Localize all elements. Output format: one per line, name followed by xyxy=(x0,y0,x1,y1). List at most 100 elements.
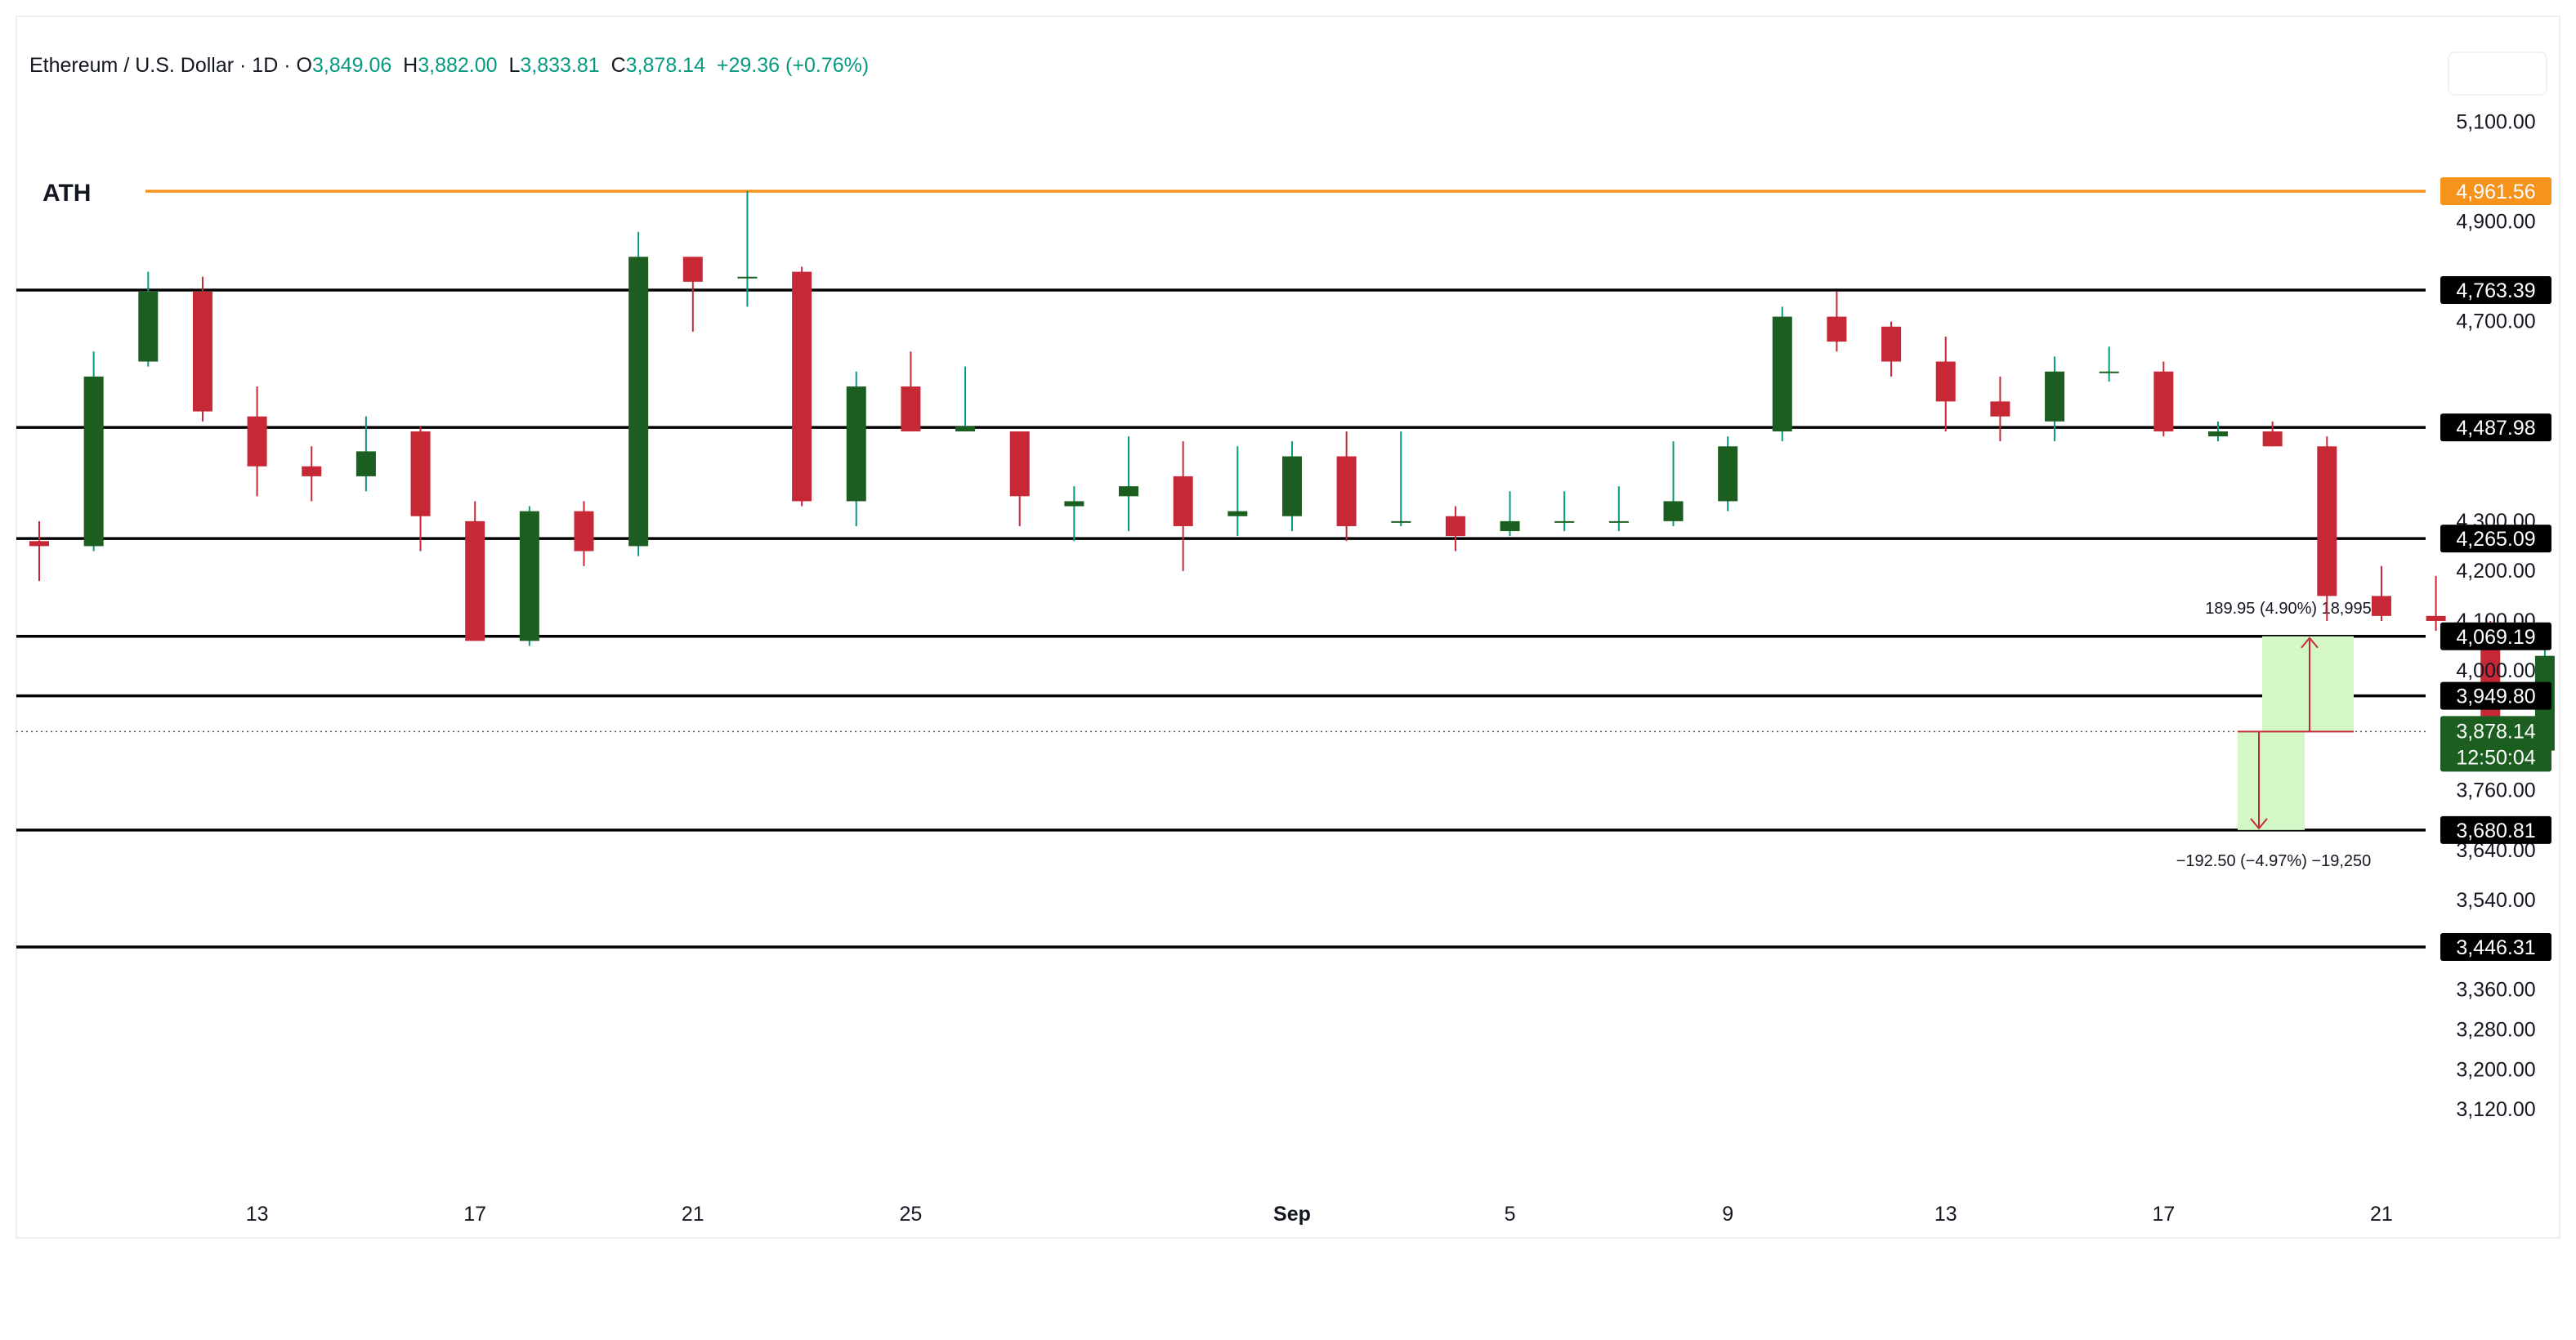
candle-down xyxy=(1935,336,1956,431)
candle-body xyxy=(1663,501,1684,521)
chart-settings-button[interactable] xyxy=(2448,51,2547,96)
candle-body xyxy=(2045,371,2065,422)
candle-down xyxy=(1009,431,1030,526)
candle-down xyxy=(1827,292,1847,352)
candle-up xyxy=(2099,346,2119,382)
candle-body xyxy=(1336,456,1357,526)
candle-down xyxy=(901,351,921,431)
open-label: O xyxy=(296,54,312,77)
candle-body xyxy=(1881,326,1902,362)
candle-down xyxy=(2317,436,2337,621)
candle-body xyxy=(1009,431,1030,497)
candle-up xyxy=(519,506,539,646)
candle-down xyxy=(2262,421,2283,447)
candle-body xyxy=(1391,520,1411,523)
candle-down xyxy=(682,257,703,332)
price-tick-label: 4,000.00 xyxy=(2456,659,2535,682)
level-price-tag xyxy=(2440,622,2551,650)
candle-down xyxy=(2426,576,2446,632)
level-labels: 4,961.56 4,763.39 4,487.98 4,265.09 4,069.19… xyxy=(2440,177,2551,961)
candle-up xyxy=(1663,441,1684,526)
candle-body xyxy=(1500,520,1520,532)
level-price-tag-text: 4,265.09 xyxy=(2456,528,2535,551)
candle-body xyxy=(1990,401,2010,417)
candle-body xyxy=(1554,520,1575,523)
candle-down xyxy=(1990,376,2010,442)
candle-up xyxy=(2208,421,2228,442)
measure-up-arrowhead xyxy=(2301,636,2319,649)
level-price-tag-text: 4,069.19 xyxy=(2456,626,2535,649)
high-value: 3,882.00 xyxy=(418,54,498,77)
price-tick-label: 4,900.00 xyxy=(2456,211,2535,234)
close-label: C xyxy=(610,54,626,77)
candle-up xyxy=(737,191,758,307)
current-price-value: 3,878.14 xyxy=(2456,720,2535,743)
candle-body xyxy=(247,416,267,467)
candle-body xyxy=(846,386,866,502)
candle-up xyxy=(1064,486,1085,542)
candle-body xyxy=(2262,431,2283,447)
candle-up xyxy=(1500,491,1520,537)
level-price-tag xyxy=(2440,275,2551,304)
level-price-tag xyxy=(2440,177,2551,205)
candle-up xyxy=(628,231,649,556)
candle-up xyxy=(846,371,866,526)
candle-body xyxy=(2426,615,2446,621)
candle-up xyxy=(1772,306,1792,442)
change-value: +29.36 (+0.76%) xyxy=(716,54,870,77)
candle-up xyxy=(1554,491,1575,532)
level-price-tag xyxy=(2440,681,2551,710)
candle-down xyxy=(792,266,812,507)
time-tick-label: 21 xyxy=(682,1203,704,1226)
candle-body xyxy=(302,466,322,476)
candles xyxy=(29,191,2555,771)
measure-tool: 189.95 (4.90%) 18,995 −192.50 (−4.97%) −1… xyxy=(2176,600,2372,870)
time-tick-label: 17 xyxy=(2152,1203,2175,1226)
candle-body xyxy=(2099,371,2119,373)
low-label: L xyxy=(508,54,521,77)
level-price-tag-text: 3,446.31 xyxy=(2456,936,2535,959)
candle-body xyxy=(1281,456,1302,516)
candle-body xyxy=(2371,596,2391,616)
candle-body xyxy=(628,257,649,547)
candle-up xyxy=(1391,431,1411,526)
candle-up xyxy=(2045,356,2065,442)
candle-body xyxy=(1772,316,1792,431)
price-tick-label: 3,360.00 xyxy=(2456,979,2535,1002)
candle-down xyxy=(302,446,322,502)
candle-up xyxy=(1281,441,1302,532)
candle-body xyxy=(1445,516,1465,537)
level-price-tag xyxy=(2440,933,2551,961)
candle-body xyxy=(83,376,104,547)
candle-down xyxy=(1336,431,1357,542)
candle-body xyxy=(1827,316,1847,342)
candle-body xyxy=(465,520,485,641)
level-price-tag-text: 4,763.39 xyxy=(2456,279,2535,302)
candle-up xyxy=(1119,436,1138,532)
candle-body xyxy=(1228,511,1248,516)
candle-down xyxy=(247,386,267,497)
candle-down xyxy=(410,426,431,552)
measure-up-box xyxy=(2262,636,2354,732)
candle-up xyxy=(955,366,976,431)
high-label: H xyxy=(403,54,418,77)
level-price-tag xyxy=(2440,525,2551,553)
candle-body xyxy=(138,292,159,362)
candle-down xyxy=(465,501,485,641)
price-tick-label: 4,700.00 xyxy=(2456,310,2535,333)
candle-up xyxy=(356,416,376,492)
symbol-label: Ethereum / U.S. Dollar · 1D · xyxy=(29,54,297,77)
candle-down xyxy=(29,520,49,582)
candle-down xyxy=(1445,506,1465,552)
time-axis: 13172125Sep5913172125Oct5913172125Nov5 xyxy=(246,1203,2393,1226)
candle-body xyxy=(1935,361,1956,402)
price-tick-label: 3,120.00 xyxy=(2456,1098,2535,1121)
low-value: 3,833.81 xyxy=(520,54,600,77)
candle-down xyxy=(1881,321,1902,377)
horizontal-levels: ATH xyxy=(16,180,2426,949)
candle-down xyxy=(192,276,212,422)
level-price-tag-text: 4,961.56 xyxy=(2456,181,2535,203)
price-tick-label: 4,200.00 xyxy=(2456,560,2535,583)
price-axis: 5,100.004,900.004,700.004,300.004,200.00… xyxy=(2456,110,2535,1121)
